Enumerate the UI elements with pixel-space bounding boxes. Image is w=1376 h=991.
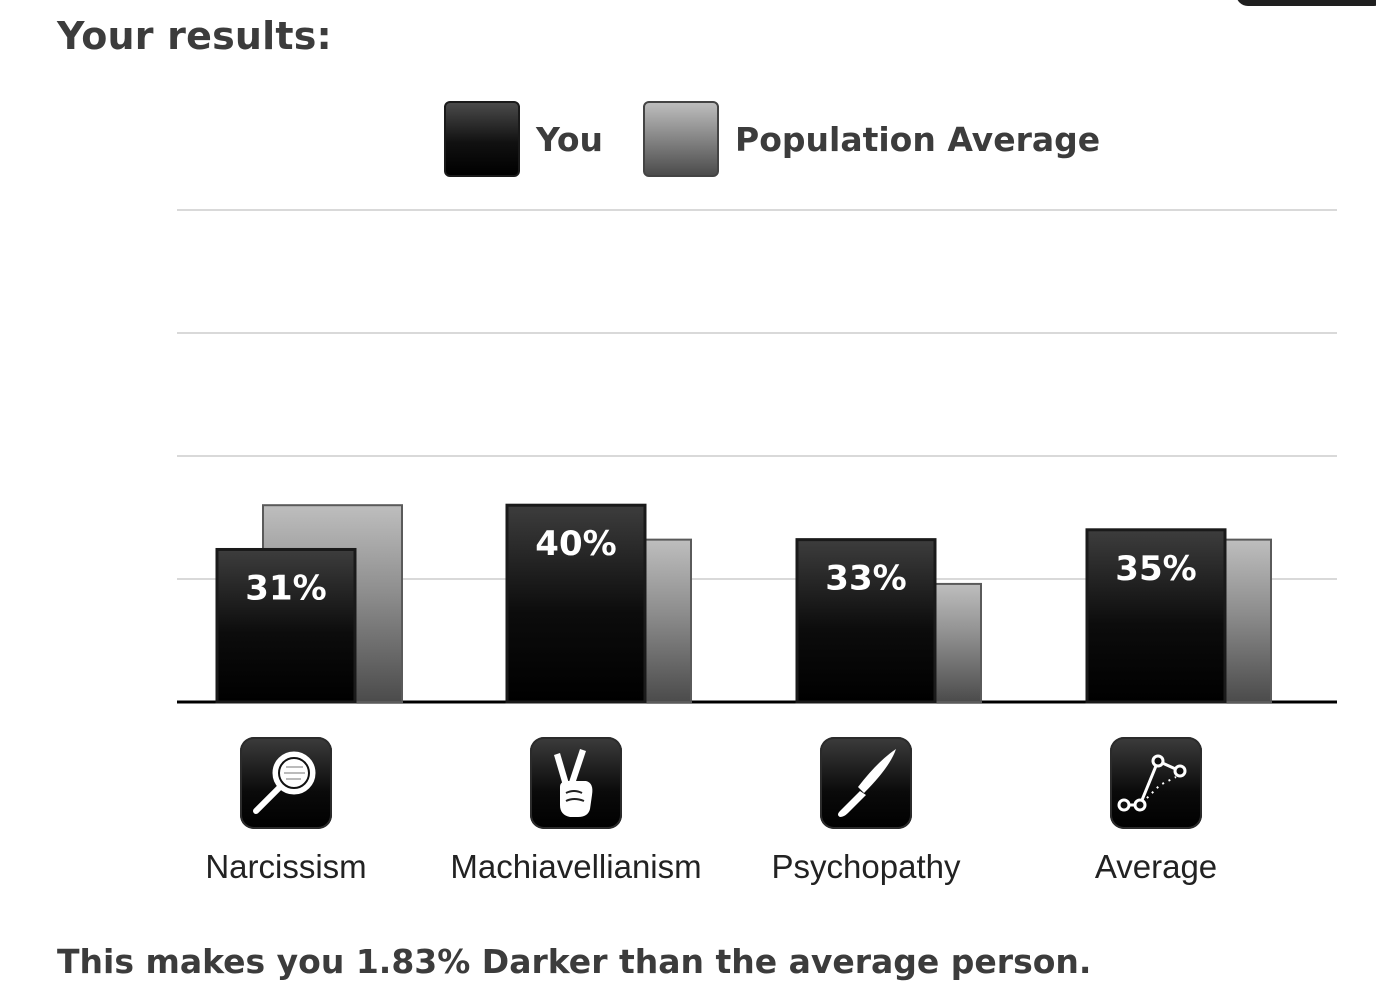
- category-label-machiavellianism: Machiavellianism: [450, 848, 702, 885]
- bar-you: [1085, 528, 1227, 704]
- bar-you: [215, 547, 357, 704]
- legend-item-population: Population Average: [643, 101, 1100, 177]
- category-label-average: Average: [1094, 848, 1218, 885]
- knife-icon: [820, 737, 912, 829]
- bar-population: [644, 538, 692, 704]
- summary-text: This makes you 1.83% Darker than the ave…: [57, 942, 1092, 981]
- bar-population: [934, 582, 982, 703]
- data-label-you: 33%: [825, 559, 906, 599]
- legend-swatch-you: [444, 101, 520, 177]
- page-title: Your results:: [57, 14, 332, 58]
- category-label-narcissism: Narcissism: [205, 848, 367, 885]
- data-label-you: 35%: [1115, 549, 1196, 589]
- data-label-you: 31%: [245, 568, 326, 608]
- line-graph-icon: [1110, 737, 1202, 829]
- chart-legend: You Population Average: [444, 99, 1100, 179]
- data-label-you: 40%: [535, 524, 616, 564]
- magnifying-glass-icon: [240, 737, 332, 829]
- crossed-fingers-icon: [530, 737, 622, 829]
- legend-label-you: You: [536, 119, 604, 159]
- window-corner-tab: [1236, 0, 1376, 6]
- legend-label-population: Population Average: [735, 119, 1101, 159]
- bar-population: [1224, 538, 1272, 704]
- bar-you: [795, 538, 937, 704]
- legend-swatch-population: [643, 101, 720, 177]
- category-label-psychopathy: Psychopathy: [771, 848, 961, 885]
- legend-item-you: You: [444, 101, 603, 177]
- bar-you: [505, 503, 647, 704]
